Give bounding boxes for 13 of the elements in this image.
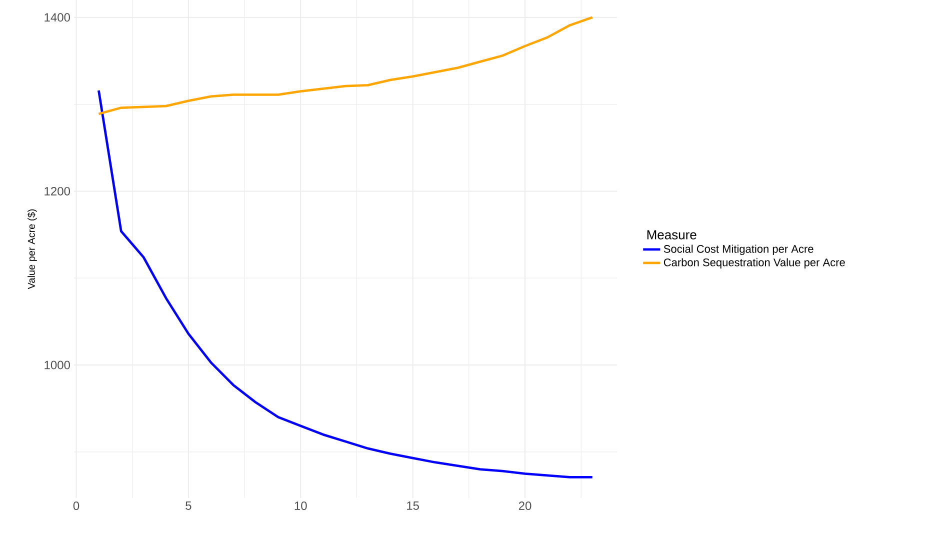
y-tick-label: 1000 — [44, 360, 70, 370]
legend-title: Measure — [647, 230, 696, 240]
line-series — [97, 89, 594, 478]
legend-label: Social Cost Mitigation per Acre — [664, 244, 814, 255]
y-tick-label: 1400 — [44, 13, 70, 22]
x-tick-label: 15 — [407, 502, 419, 510]
x-tick-label: 0 — [73, 502, 80, 510]
legend-label: Carbon Sequestration Value per Acre — [664, 258, 845, 268]
y-axis-title: Value per Acre ($) — [27, 209, 37, 290]
x-tick-label: 20 — [518, 502, 532, 510]
x-tick-label: 10 — [294, 502, 307, 510]
y-tick-label: 1200 — [44, 186, 70, 196]
x-tick-label: 5 — [186, 502, 192, 510]
